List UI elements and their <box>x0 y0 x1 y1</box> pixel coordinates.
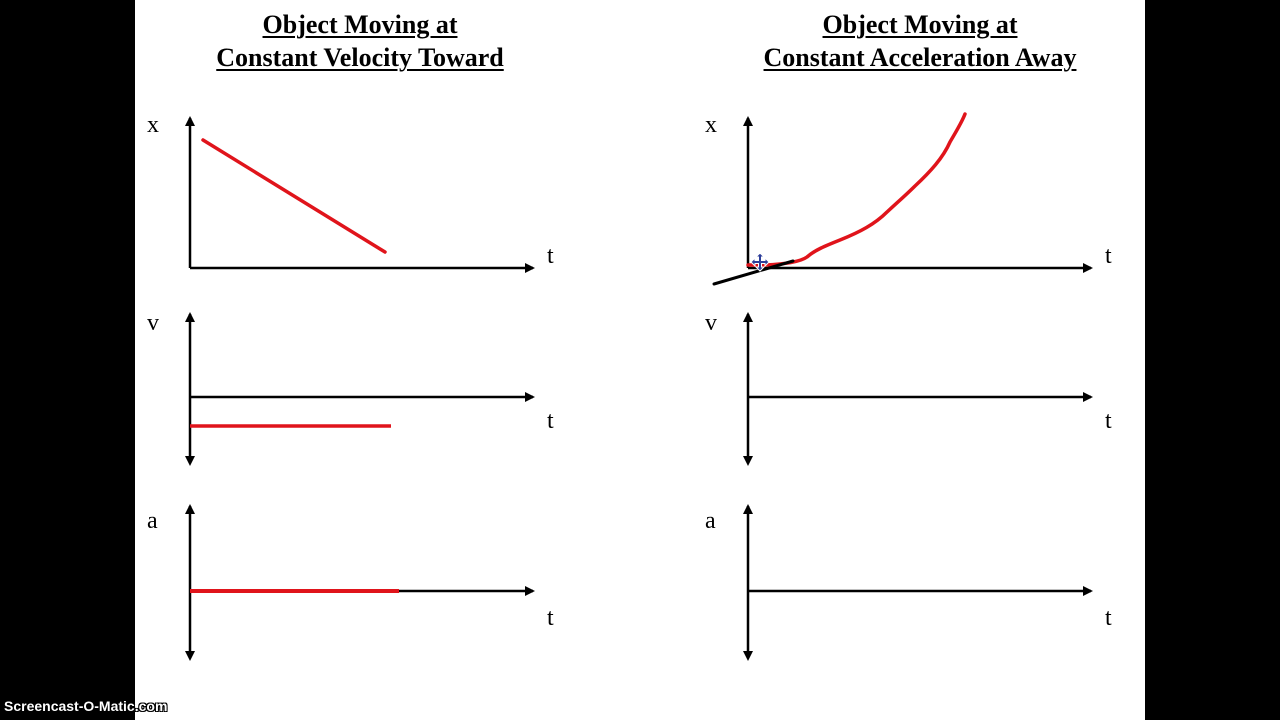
right-position-tangent-line <box>712 259 795 286</box>
right-velocity-t-label: t <box>1105 408 1112 434</box>
right-position-graph: x t <box>705 112 1112 286</box>
left-position-red-line <box>201 138 387 254</box>
right-acceleration-t-label: t <box>1105 605 1112 631</box>
left-panel-title: Object Moving at Constant Velocity Towar… <box>150 8 570 74</box>
right-velocity-graph: v t <box>705 310 1112 466</box>
left-velocity-t-label: t <box>547 408 554 434</box>
watermark-logo: Screencast-O-Matic.com <box>4 698 168 714</box>
left-title-line2: Constant Velocity Toward <box>216 43 504 72</box>
right-acceleration-graph: a t <box>705 504 1112 661</box>
left-position-y-label: x <box>147 112 159 138</box>
left-position-graph: x t <box>147 112 554 273</box>
left-acceleration-y-label: a <box>147 508 158 534</box>
left-acceleration-graph: a t <box>147 504 554 661</box>
right-position-red-curve <box>746 112 967 267</box>
move-cursor-icon <box>750 252 770 272</box>
worksheet-page: Object Moving at Constant Velocity Towar… <box>135 0 1145 720</box>
right-position-y-label: x <box>705 112 717 138</box>
right-title-line2: Constant Acceleration Away <box>763 43 1077 72</box>
right-velocity-y-label: v <box>705 310 717 336</box>
motion-graphs-diagram: x t v t a t x t <box>147 112 1112 661</box>
right-position-t-label: t <box>1105 243 1112 269</box>
left-velocity-y-label: v <box>147 310 159 336</box>
right-acceleration-y-label: a <box>705 508 716 534</box>
right-title-line1: Object Moving at <box>822 10 1018 39</box>
left-acceleration-t-label: t <box>547 605 554 631</box>
left-velocity-graph: v t <box>147 310 554 466</box>
right-panel-title: Object Moving at Constant Acceleration A… <box>710 8 1130 74</box>
left-title-line1: Object Moving at <box>262 10 458 39</box>
left-position-t-label: t <box>547 243 554 269</box>
